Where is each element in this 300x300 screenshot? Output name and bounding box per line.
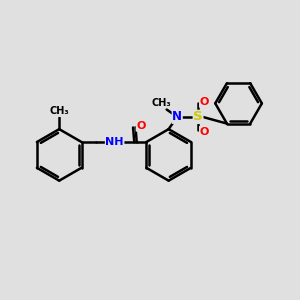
Text: O: O xyxy=(200,127,209,136)
Text: S: S xyxy=(193,110,203,123)
Text: O: O xyxy=(136,121,146,131)
Text: CH₃: CH₃ xyxy=(152,98,171,108)
Text: CH₃: CH₃ xyxy=(50,106,69,116)
Text: O: O xyxy=(200,97,209,107)
Text: NH: NH xyxy=(105,137,124,147)
Text: N: N xyxy=(172,110,182,123)
